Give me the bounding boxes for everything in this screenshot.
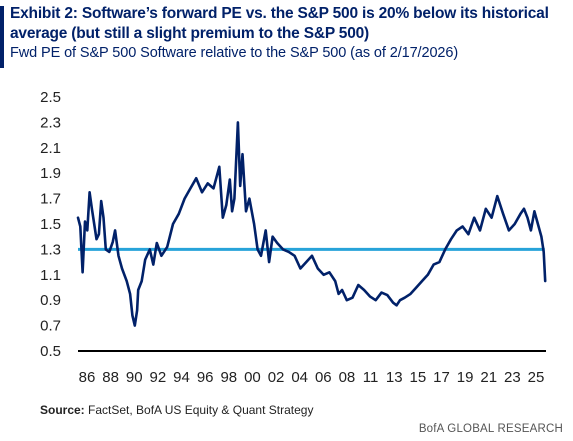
source-text: FactSet, BofA US Equity & Quant Strategy xyxy=(84,403,314,417)
x-tick-label: 04 xyxy=(291,369,308,386)
x-tick-label: 08 xyxy=(339,369,356,386)
x-tick-label: 15 xyxy=(409,369,426,386)
y-tick-label: 1.7 xyxy=(40,191,61,208)
x-tick-label: 86 xyxy=(79,369,96,386)
y-tick-label: 2.3 xyxy=(40,114,61,131)
chart-title: Exhibit 2: Software’s forward PE vs. the… xyxy=(10,5,549,42)
y-tick-label: 1.5 xyxy=(40,216,61,233)
y-tick-label: 0.9 xyxy=(40,292,61,309)
x-tick-label: 92 xyxy=(150,369,167,386)
x-tick-label: 21 xyxy=(480,369,497,386)
source-label: Source: xyxy=(40,403,85,417)
x-tick-label: 23 xyxy=(504,369,521,386)
series-line xyxy=(76,121,547,327)
x-tick-label: 06 xyxy=(315,369,332,386)
x-tick-label: 25 xyxy=(528,369,545,386)
x-tick-label: 94 xyxy=(173,369,190,386)
x-tick-label: 13 xyxy=(386,369,403,386)
x-tick-label: 02 xyxy=(268,369,285,386)
x-tick-label: 19 xyxy=(457,369,474,386)
x-tick-label: 17 xyxy=(433,369,450,386)
x-tick-label: 96 xyxy=(197,369,214,386)
chart-subtitle: Fwd PE of S&P 500 Software relative to t… xyxy=(10,45,459,61)
x-tick-label: 88 xyxy=(102,369,119,386)
x-tick-label: 00 xyxy=(244,369,261,386)
source-note: Source: FactSet, BofA US Equity & Quant … xyxy=(40,403,313,417)
y-tick-label: 0.5 xyxy=(40,343,61,360)
y-tick-label: 1.3 xyxy=(40,241,61,258)
y-tick-label: 1.1 xyxy=(40,267,61,284)
research-credit: BofA GLOBAL RESEARCH xyxy=(418,423,563,435)
x-tick-label: 98 xyxy=(220,369,237,386)
y-tick-label: 1.9 xyxy=(40,165,61,182)
title-accent-bar xyxy=(0,6,4,68)
y-axis-ticks: 0.5 0.7 0.9 1.1 1.3 1.5 1.7 1.9 2.1 2.3 2.5 xyxy=(40,89,61,360)
x-tick-label: 11 xyxy=(363,369,379,386)
y-tick-label: 2.1 xyxy=(40,140,61,157)
x-axis-ticks: 86 88 90 92 94 96 98 00 02 04 06 08 11 13 15 17 19 21 23 25 xyxy=(79,369,545,386)
y-tick-label: 2.5 xyxy=(40,89,61,106)
x-tick-label: 90 xyxy=(126,369,143,386)
y-tick-label: 0.7 xyxy=(40,318,61,335)
